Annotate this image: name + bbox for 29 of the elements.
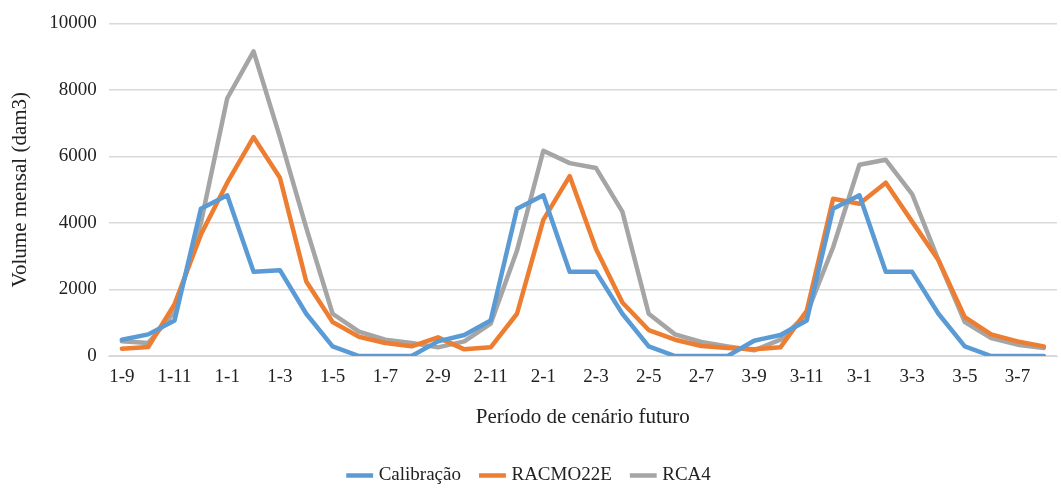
- x-tick-label: 2-7: [688, 365, 715, 387]
- x-tick-label: 2-5: [636, 365, 662, 387]
- y-tick-label: 0: [87, 343, 97, 365]
- x-tick-label: 1-3: [267, 365, 293, 387]
- x-tick-label: 2-3: [583, 365, 609, 387]
- x-tick-label: 1-9: [109, 365, 135, 387]
- x-tick-label: 1-7: [372, 365, 398, 387]
- x-tick-label: 1-5: [319, 365, 346, 387]
- x-tick-label: 2-9: [425, 365, 451, 387]
- legend-label: RACMO22E: [511, 463, 612, 485]
- legend-label: Calibração: [378, 463, 461, 485]
- x-tick-label: 3-5: [952, 365, 978, 387]
- x-tick-label: 2-11: [473, 365, 508, 387]
- x-tick-label: 1-1: [214, 365, 240, 387]
- y-tick-label: 2000: [58, 277, 97, 299]
- y-tick-label: 8000: [58, 77, 97, 99]
- x-tick-label: 2-1: [530, 365, 556, 387]
- x-axis-title: Período de cenário futuro: [475, 403, 690, 428]
- x-tick-label: 3-7: [1004, 365, 1031, 387]
- legend-label: RCA4: [662, 463, 712, 485]
- y-tick-label: 4000: [58, 210, 97, 232]
- x-tick-label: 3-3: [899, 365, 925, 387]
- y-axis-title: Volume mensal (dam3): [7, 91, 32, 288]
- x-tick-label: 3-1: [846, 365, 873, 387]
- x-tick-label: 3-9: [741, 365, 767, 387]
- x-tick-label: 1-11: [157, 365, 192, 387]
- y-tick-label: 6000: [58, 144, 97, 166]
- x-tick-label: 3-11: [789, 365, 824, 387]
- y-tick-label: 10000: [49, 11, 97, 33]
